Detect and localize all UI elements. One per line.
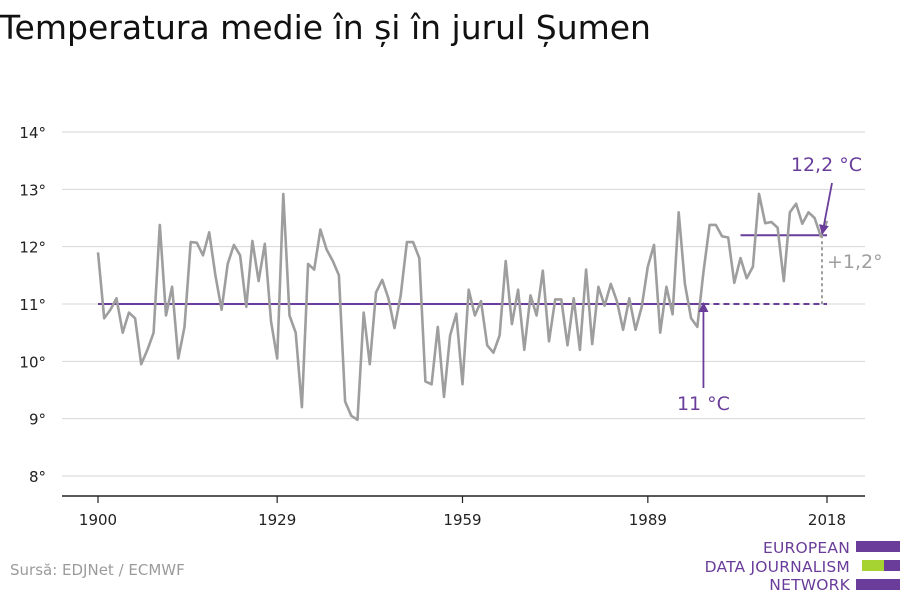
reference-lines [98,234,827,305]
baseline-mean-label: 11 °C [677,393,730,415]
y-axis: 8° 9° 10° 11° 12° 13° 14° [19,124,46,486]
chart-title: Temperatura medie în și în jurul Șumen [0,8,651,47]
edjnet-logo: EUROPEAN DATA JOURNALISM NETWORK [700,539,900,595]
x-axis: 1900 1929 1959 1989 2018 [62,495,865,529]
annotations: 12,2 °C 11 °C +1,2° [677,154,883,415]
x-tick-label: 2018 [808,511,846,529]
logo-bar-3 [856,579,900,590]
source-note: Sursă: EDJNet / ECMWF [10,561,185,579]
logo-bar-green [862,560,884,571]
x-tick-label: 1959 [443,511,481,529]
temperature-series-line [96,192,829,422]
logo-bar-purple [884,560,900,571]
x-tick-label: 1989 [629,511,667,529]
logo-line-3: NETWORK [769,576,850,594]
y-tick-label: 14° [19,124,46,142]
x-tick-label: 1929 [258,511,296,529]
y-tick-label: 11° [19,296,46,314]
difference-label: +1,2° [827,251,883,273]
series-layer [96,192,829,422]
logo-text: EUROPEAN DATA JOURNALISM NETWORK [705,539,850,595]
logo-line-2: DATA JOURNALISM [704,557,850,576]
y-tick-label: 10° [19,353,46,371]
y-tick-label: 12° [19,239,46,257]
x-tick-label: 1900 [79,511,117,529]
recent-mean-arrow [819,182,833,235]
logo-bar-2 [856,560,900,571]
recent-mean-label: 12,2 °C [791,154,862,176]
y-tick-label: 13° [19,181,46,199]
logo-line-1: EUROPEAN [762,539,850,557]
logo-bar-1 [856,541,900,552]
y-tick-label: 8° [29,468,46,486]
y-tick-label: 9° [29,411,46,429]
